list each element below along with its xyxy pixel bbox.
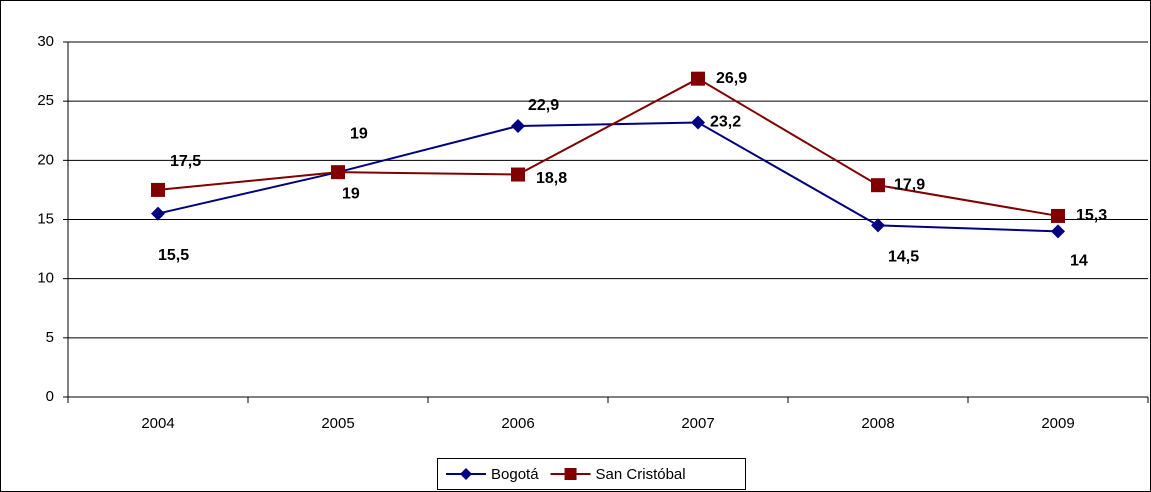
point [151,182,165,197]
point [151,206,165,221]
value-label: 19 [342,185,360,202]
value-label: 19 [350,125,368,142]
x-tick-label: 2004 [141,415,174,432]
legend-label: San Cristóbal [596,466,686,483]
legend-marker [564,468,577,480]
series-line [157,77,1059,217]
value-label: 15,5 [158,247,189,264]
value-label: 23,2 [710,114,741,131]
y-tick-label: 0 [46,388,54,405]
value-label: 15,3 [1076,207,1107,224]
point [331,165,345,180]
y-tick-label: 30 [37,33,54,50]
point [691,115,705,130]
value-label: 26,9 [716,70,747,87]
point [511,119,525,134]
legend: Bogotá San Cristóbal [437,458,746,490]
x-tick-label: 2005 [321,415,354,432]
value-label: 22,9 [528,97,559,114]
x-tick-label: 2006 [501,415,534,432]
point [511,167,525,182]
point [1051,224,1065,239]
series-line [157,121,1059,233]
value-label: 14,5 [888,249,919,266]
legend-label: Bogotá [491,466,539,483]
y-tick-label: 20 [37,151,54,168]
value-label: 17,5 [170,153,201,170]
legend-marker [460,468,472,480]
x-tick-label: 2009 [1041,415,1074,432]
legend-box [437,458,746,490]
point [1051,208,1065,223]
x-tick-label: 2007 [681,415,714,432]
point [691,71,705,86]
x-tick-label: 2008 [861,415,894,432]
y-tick-label: 15 [37,210,54,227]
point [871,218,885,233]
value-label: 17,9 [894,176,925,193]
y-tick-label: 25 [37,92,54,109]
point [871,178,885,193]
value-label: 14 [1070,253,1088,270]
y-tick-label: 10 [37,270,54,287]
value-label: 18,8 [536,170,567,187]
y-tick-label: 5 [46,329,54,346]
